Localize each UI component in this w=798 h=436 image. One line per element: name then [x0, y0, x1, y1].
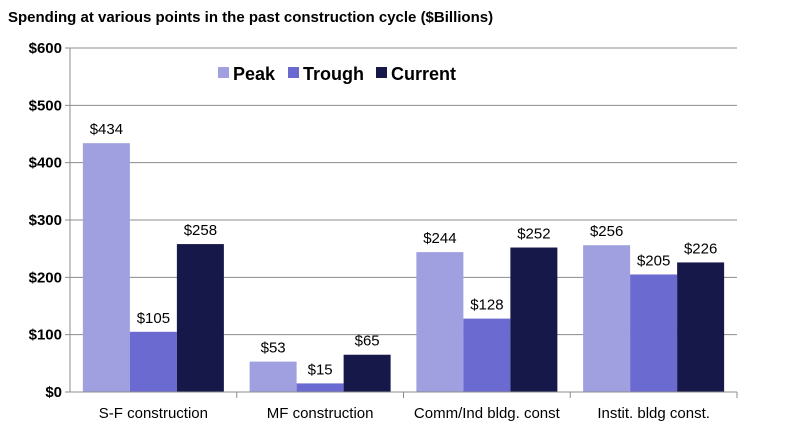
data-label: $258: [184, 222, 217, 239]
bar-trough-1: [296, 383, 344, 392]
legend-label-peak: Peak: [233, 64, 276, 84]
y-tick-label: $600: [29, 40, 62, 57]
y-tick-label: $100: [29, 327, 62, 344]
bar-current-3: [677, 262, 725, 392]
bar-peak-3: [583, 245, 631, 392]
data-label: $244: [423, 230, 456, 247]
x-axis-ticks: S-F construction MF construction Comm/Ind …: [99, 392, 738, 422]
y-tick-label: $0: [45, 384, 62, 401]
data-label: $434: [90, 121, 123, 138]
bar-current-1: [343, 354, 391, 392]
data-label: $128: [470, 297, 503, 314]
bar-current-2: [510, 247, 558, 392]
y-tick-label: $500: [29, 97, 62, 114]
bar-peak-0: [82, 143, 130, 392]
data-label: $53: [261, 340, 286, 357]
bar-peak-2: [416, 252, 464, 392]
bars: [82, 143, 725, 392]
y-tick-label: $400: [29, 155, 62, 172]
data-label: $15: [308, 361, 333, 378]
data-labels: $434 $105 $258 $53 $15 $65 $244 $128 $252 $256 $20…: [90, 121, 718, 378]
legend-label-current: Current: [391, 64, 456, 84]
y-axis-ticks: $0 $100 $200 $300 $400 $500 $600: [29, 40, 70, 401]
data-label: $205: [637, 252, 670, 269]
legend-swatch-trough: [288, 67, 299, 78]
y-tick-label: $200: [29, 269, 62, 286]
x-tick-label: MF construction: [267, 405, 374, 422]
bar-trough-3: [630, 274, 678, 392]
x-tick-label: Comm/Ind bldg. const: [414, 405, 561, 422]
legend: Peak Trough Current: [218, 64, 456, 84]
bar-trough-2: [463, 318, 511, 392]
bar-current-0: [176, 244, 224, 392]
data-label: $105: [137, 310, 170, 327]
legend-swatch-peak: [218, 67, 229, 78]
legend-label-trough: Trough: [303, 64, 364, 84]
bar-trough-0: [129, 331, 177, 392]
bar-peak-1: [249, 361, 297, 392]
x-tick-label: S-F construction: [99, 405, 208, 422]
data-label: $65: [355, 333, 380, 350]
y-tick-label: $300: [29, 212, 62, 229]
data-label: $256: [590, 223, 623, 240]
data-label: $226: [684, 240, 717, 257]
chart-title: Spending at various points in the past c…: [8, 9, 493, 26]
data-label: $252: [517, 226, 550, 243]
x-tick-label: Instit. bldg const.: [597, 405, 710, 422]
legend-swatch-current: [376, 67, 387, 78]
